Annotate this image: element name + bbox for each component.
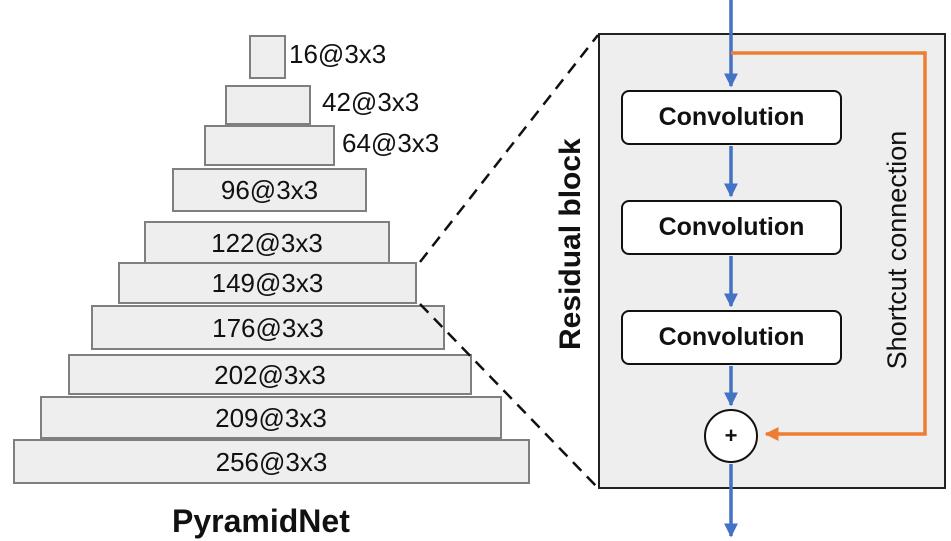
pyramid-layer-2 — [225, 85, 311, 125]
pyramid-layer-3 — [204, 125, 335, 166]
shortcut-arrow — [731, 51, 927, 441]
pyramid-layer-3-label: 64@3x3 — [342, 128, 440, 158]
pyramid-layer-6: 149@3x3 — [118, 262, 417, 304]
pyramid-layer-8: 202@3x3 — [68, 354, 472, 395]
pyramid-layer-10: 256@3x3 — [13, 439, 530, 484]
convolution-box-3: Convolution — [621, 310, 842, 365]
zoom-line-bottom — [419, 303, 599, 489]
sum-node: + — [704, 409, 758, 463]
pyramid-layer-2-label: 42@3x3 — [322, 87, 420, 117]
zoom-line-top — [419, 34, 599, 263]
pyramid-title: PyramidNet — [172, 503, 350, 539]
pyramid-layer-9: 209@3x3 — [40, 396, 502, 439]
pyramid-layer-7: 176@3x3 — [91, 305, 445, 350]
pyramid-layer-1 — [249, 35, 286, 79]
convolution-box-2: Convolution — [621, 200, 842, 255]
pyramid-layer-5: 122@3x3 — [144, 221, 390, 264]
pyramid-layer-4: 96@3x3 — [172, 168, 367, 212]
convolution-box-1: Convolution — [621, 90, 842, 145]
pyramid-layer-1-label: 16@3x3 — [289, 39, 387, 69]
